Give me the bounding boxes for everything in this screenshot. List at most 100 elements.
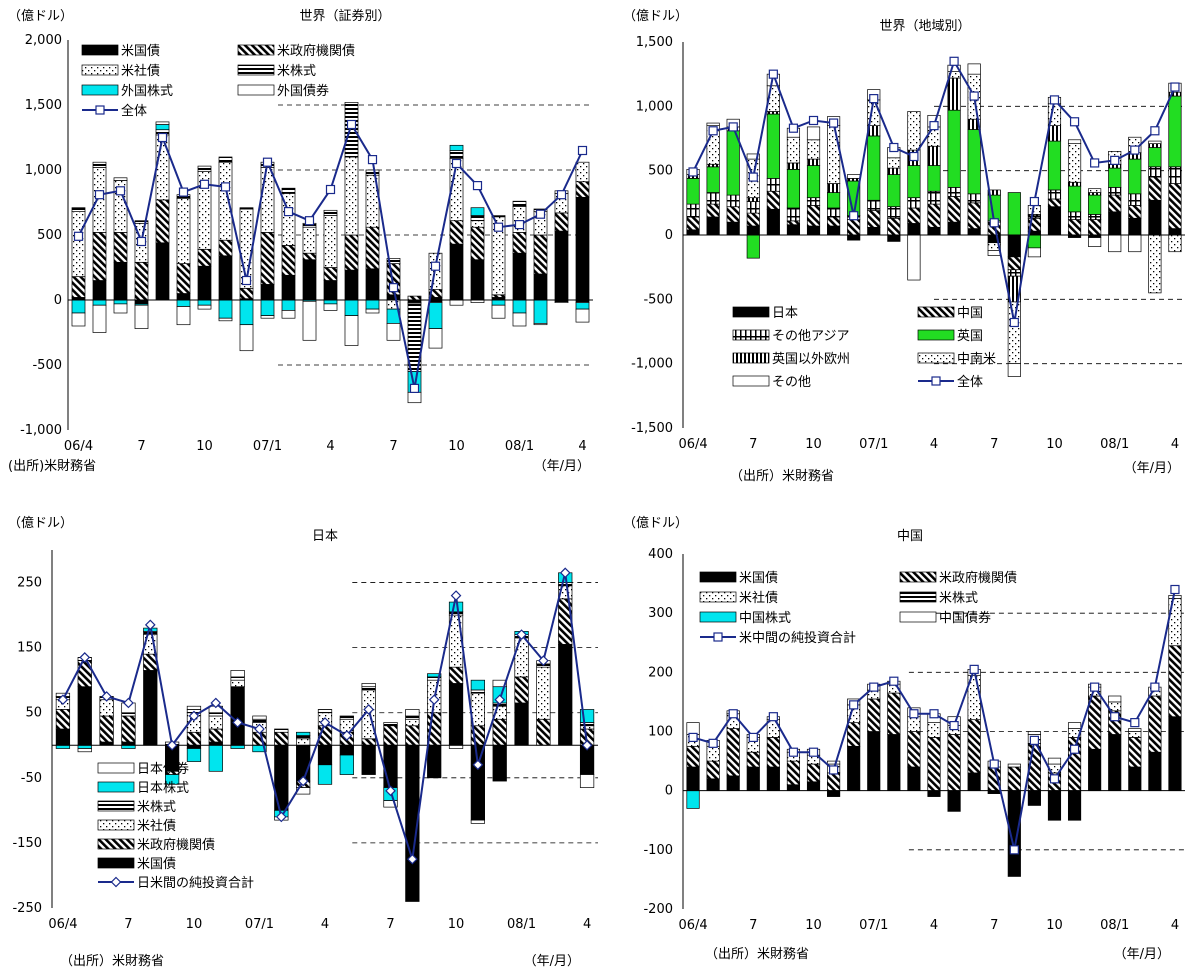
total-point [319,717,331,728]
bar-segment [887,734,901,792]
bar-segment [470,679,486,691]
bar-segment [186,731,202,746]
legend-swatch [81,64,119,76]
bar-segment [827,207,841,218]
total-point [808,747,819,757]
bar-segment [686,766,700,792]
bar-segment [71,312,86,327]
legend-swatch [97,781,135,793]
source-label: （出所）米財務省 [60,954,164,969]
total-point [768,69,778,79]
bar-segment [365,268,380,301]
bar-segment [344,102,359,158]
bar-segment [554,212,569,232]
bar-segment [1128,234,1142,253]
bar-segment [260,167,275,233]
total-point [136,236,147,247]
total-point [241,275,252,286]
total-point [283,207,294,217]
bar-segment [1108,194,1122,213]
bar-segment [155,124,170,131]
bar-segment [579,774,595,788]
bar-segment [470,689,486,694]
bar-segment [491,294,506,298]
bar-segment [55,709,71,730]
bar-segment [1168,598,1182,647]
total-point [1130,718,1140,728]
bar-segment [1168,645,1182,718]
bar-segment [317,764,333,785]
x-tick-label: 4 [578,439,586,454]
bar-segment [274,731,289,746]
chart-title: 日本 [312,529,338,544]
bar-segment [281,274,296,301]
bar-segment [967,719,981,774]
legend-label: 米社債 [137,818,176,834]
legend-swatch [237,64,275,76]
bar-segment [746,766,760,792]
bar-segment [827,225,841,236]
legend-label: 日米間の純投資合計 [137,875,254,891]
x-tick-label: 7 [990,918,998,933]
bar-segment [239,324,254,352]
bar-segment [113,261,128,301]
total-point [493,222,504,232]
legend-swatch [97,800,135,812]
total-point [144,619,156,631]
bar-segment [281,310,296,319]
total-point [1049,774,1060,784]
bar-segment [208,715,223,730]
total-point [929,121,939,131]
bar-segment [766,111,780,115]
legend-swatch [97,857,135,869]
total-point [115,186,126,196]
legend-swatch [237,44,275,56]
legend-label: 日本債券 [137,761,189,777]
bar-segment [339,754,354,775]
legend-label: 米政府機関債 [277,44,355,59]
bar-segment [281,299,296,311]
bar-segment [470,819,486,824]
x-tick-label: 10 [196,439,213,454]
bar-segment [186,705,202,710]
bar-segment [365,308,380,314]
bar-segment [1148,199,1162,236]
bar-segment [686,203,700,218]
legend-label: 米国債 [739,571,778,586]
total-point [341,730,353,741]
bar-segment [927,722,941,738]
bar-segment [383,744,398,788]
legend-swatch [917,352,955,364]
bar-segment [579,722,595,727]
bar-segment [947,196,961,223]
x-tick-label: 7 [124,917,132,932]
legend-swatch [917,306,955,318]
total-point [101,691,112,702]
bar-segment [428,302,443,329]
unit-label: （億ドル） [8,8,73,24]
bar-segment [121,715,136,743]
total-point [909,709,919,719]
bar-segment [806,165,821,199]
legend-marker [931,376,941,386]
bar-segment [344,315,359,346]
bar-segment [806,225,821,236]
bar-segment [967,228,981,236]
total-point [275,811,287,823]
bar-segment [1047,198,1062,208]
total-point [451,158,462,169]
bar-segment [208,728,223,743]
bar-segment [323,215,338,268]
bar-segment [361,683,376,688]
total-point [989,218,999,228]
bar-segment [766,766,780,792]
bar-segment [706,122,720,126]
bar-segment [1088,237,1102,247]
total-point [889,142,899,153]
bar-segment [847,234,861,241]
legend-swatch [917,329,955,341]
bar-segment [1007,234,1021,258]
total-point [407,853,418,865]
y-tick-label: -1,000 [631,357,673,372]
bar-segment [1088,695,1102,750]
